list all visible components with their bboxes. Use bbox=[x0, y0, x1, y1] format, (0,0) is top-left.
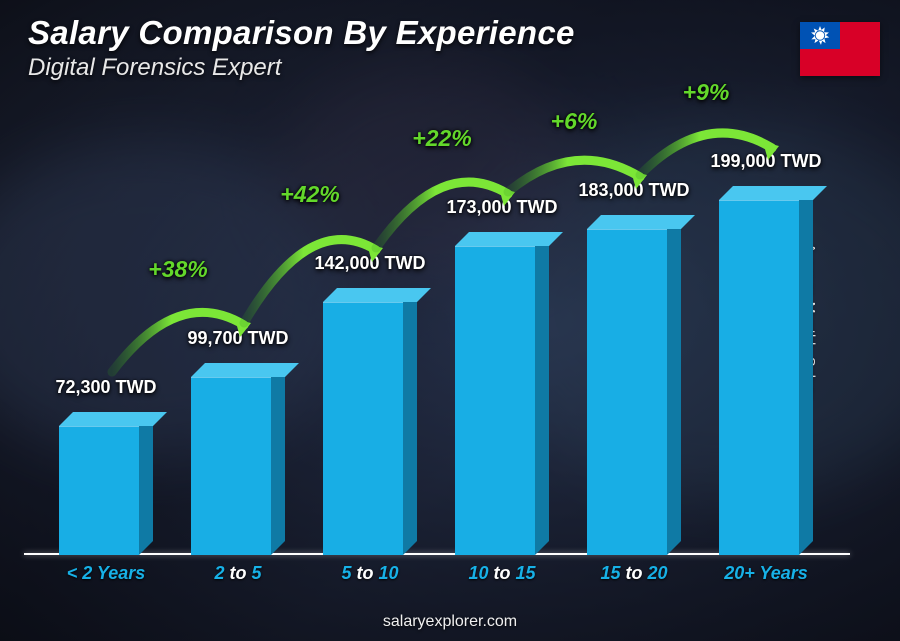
x-label-1: 2 to 5 bbox=[172, 563, 304, 584]
x-label-5: 20+ Years bbox=[700, 563, 832, 584]
salary-bar-chart: < 2 Years 72,300 TWD 2 to 5 99,700 TWD 5 to … bbox=[34, 100, 840, 585]
footer-credit: salaryexplorer.com bbox=[0, 613, 900, 631]
value-label-0: 72,300 TWD bbox=[55, 377, 156, 398]
value-label-5: 199,000 TWD bbox=[710, 151, 821, 172]
pct-label-3: +6% bbox=[551, 108, 598, 135]
page-subtitle: Digital Forensics Expert bbox=[28, 54, 575, 82]
x-label-0: < 2 Years bbox=[40, 563, 172, 584]
flag-icon bbox=[800, 22, 880, 76]
x-label-2: 5 to 10 bbox=[304, 563, 436, 584]
pct-label-2: +22% bbox=[412, 125, 471, 152]
value-label-4: 183,000 TWD bbox=[578, 180, 689, 201]
x-label-4: 15 to 20 bbox=[568, 563, 700, 584]
value-label-1: 99,700 TWD bbox=[187, 328, 288, 349]
pct-label-0: +38% bbox=[148, 256, 207, 283]
x-label-3: 10 to 15 bbox=[436, 563, 568, 584]
pct-label-1: +42% bbox=[280, 181, 339, 208]
value-label-2: 142,000 TWD bbox=[314, 253, 425, 274]
page-title: Salary Comparison By Experience bbox=[28, 14, 575, 52]
value-label-3: 173,000 TWD bbox=[446, 197, 557, 218]
header: Salary Comparison By Experience Digital … bbox=[28, 14, 575, 82]
